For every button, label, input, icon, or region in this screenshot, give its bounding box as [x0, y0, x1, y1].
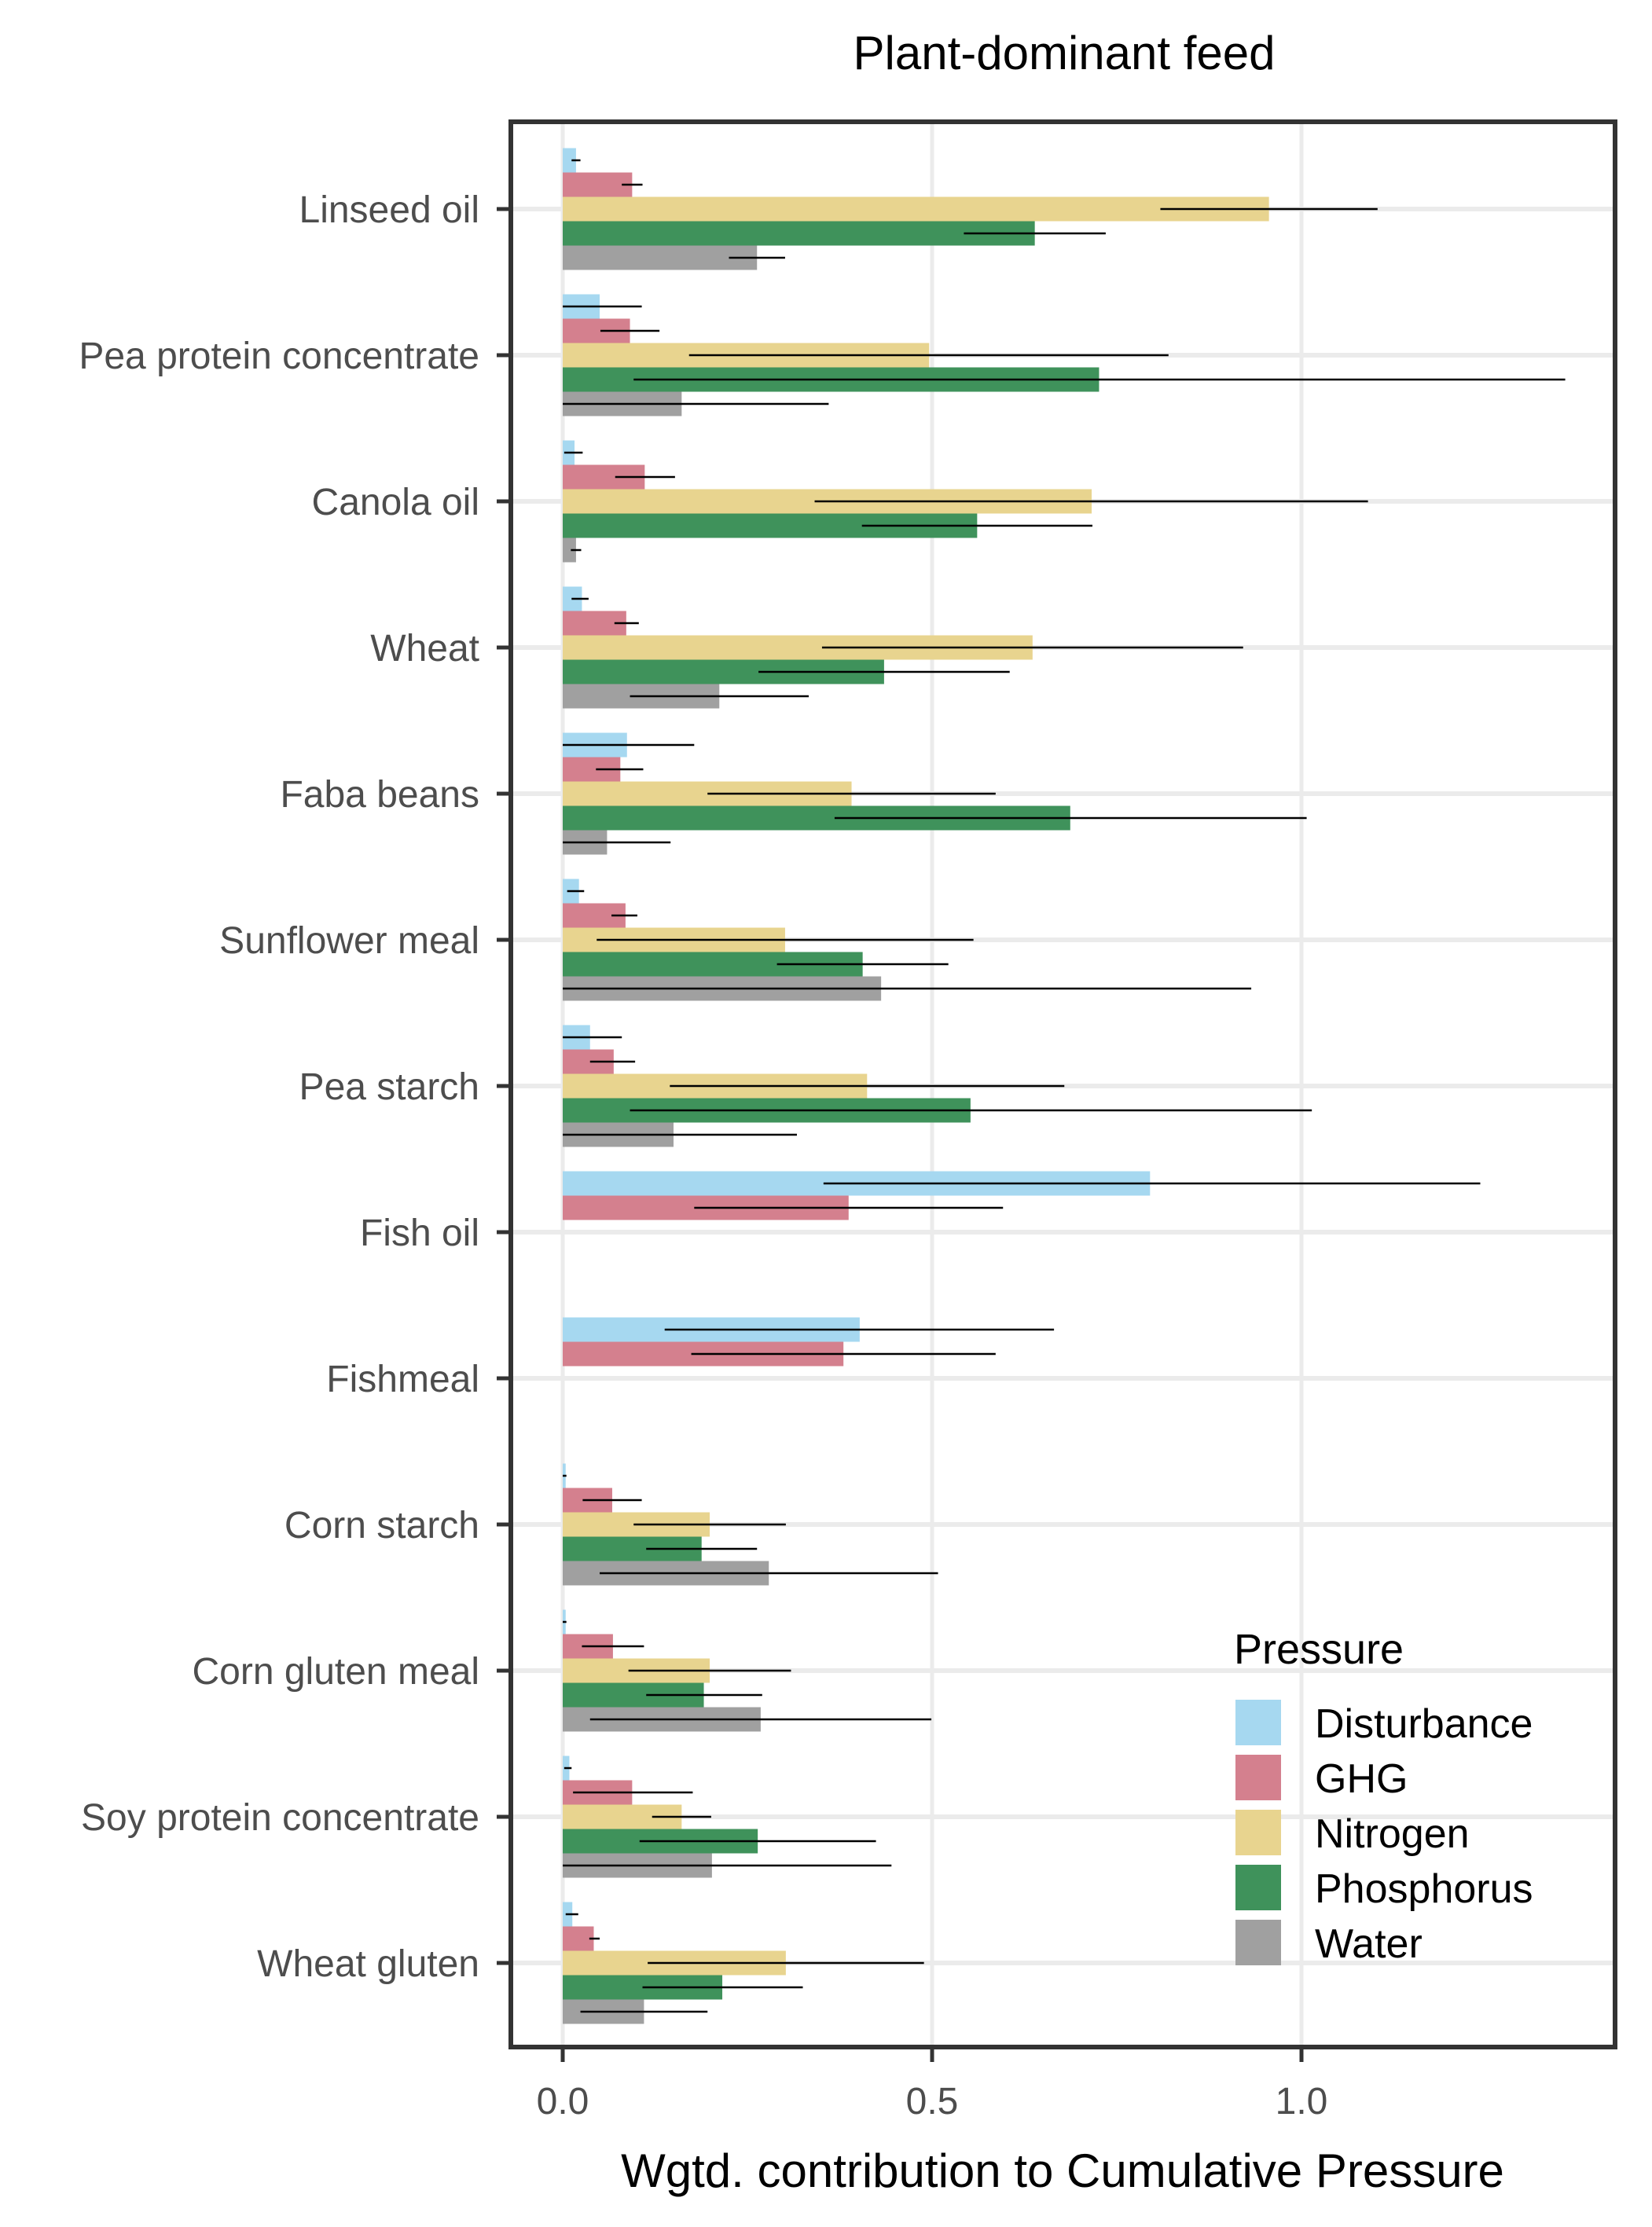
x-axis: 0.0 0.5 1.0	[537, 2049, 1328, 2122]
y-tick-label-linseed-oil: Linseed oil	[299, 189, 480, 231]
y-tick-label-wheat-gluten: Wheat gluten	[257, 1943, 479, 1985]
y-tick-label-pea-protein-concentrate: Pea protein concentrate	[79, 336, 479, 377]
x-tick-label: 0.0	[537, 2081, 589, 2122]
y-axis: Linseed oil Pea protein concentrate Canola…	[79, 189, 509, 1985]
y-tick-label-canola-oil: Canola oil	[312, 482, 479, 523]
legend-key-disturbance	[1235, 1700, 1281, 1745]
x-tick-label: 1.0	[1276, 2081, 1328, 2122]
y-tick-label-fish-oil: Fish oil	[360, 1213, 479, 1254]
legend-key-water	[1235, 1920, 1281, 1965]
y-tick-label-pea-starch: Pea starch	[299, 1066, 479, 1108]
y-tick-label-corn-gluten-meal: Corn gluten meal	[192, 1651, 479, 1693]
legend-label-nitrogen: Nitrogen	[1315, 1811, 1470, 1857]
x-tick-label: 0.5	[906, 2081, 959, 2122]
y-tick-label-faba-beans: Faba beans	[280, 774, 479, 816]
bar-disturbance-linseed-oil	[563, 148, 576, 173]
bar-ghg-wheat-gluten	[563, 1926, 594, 1951]
y-tick-label-sunflower-meal: Sunflower meal	[219, 920, 479, 962]
plot-border	[508, 119, 1617, 2049]
bar-water-linseed-oil	[563, 245, 758, 270]
legend-key-phosphorus	[1235, 1865, 1281, 1910]
bar-nitrogen-linseed-oil	[563, 196, 1269, 222]
legend-key-ghg	[1235, 1755, 1281, 1800]
chart-title: Plant-dominant feed	[853, 27, 1275, 79]
legend-label-water: Water	[1315, 1921, 1423, 1967]
legend-label-disturbance: Disturbance	[1315, 1701, 1533, 1747]
error-bars	[563, 159, 1566, 2013]
y-tick-label-wheat: Wheat	[370, 628, 479, 670]
legend-title: Pressure	[1234, 1626, 1404, 1673]
y-tick-label-soy-protein-concentrate: Soy protein concentrate	[81, 1797, 479, 1839]
legend-key-nitrogen	[1235, 1810, 1281, 1855]
legend-label-phosphorus: Phosphorus	[1315, 1866, 1533, 1912]
bar-ghg-linseed-oil	[563, 172, 633, 197]
legend: Pressure Disturbance GHG Nitrogen Phosphoru…	[1234, 1626, 1533, 1967]
y-tick-label-fishmeal: Fishmeal	[326, 1359, 479, 1400]
x-axis-title: Wgtd. contribution to Cumulative Pressur…	[621, 2144, 1504, 2197]
legend-label-ghg: GHG	[1315, 1756, 1408, 1802]
bar-water-canola-oil	[563, 537, 576, 563]
y-tick-label-corn-starch: Corn starch	[285, 1505, 479, 1546]
bar-phosphorus-linseed-oil	[563, 221, 1035, 246]
